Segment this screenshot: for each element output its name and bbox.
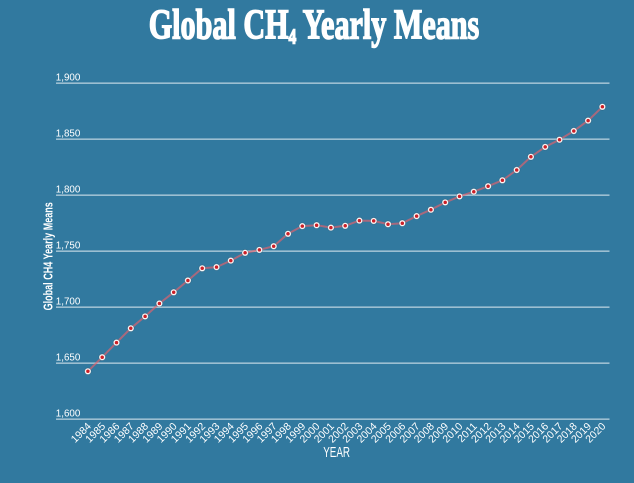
svg-text:Global CH4 Yearly Means: Global CH4 Yearly Means <box>149 1 480 50</box>
svg-text:1,700: 1,700 <box>56 297 81 308</box>
svg-text:1,850: 1,850 <box>56 129 81 140</box>
svg-text:1,900: 1,900 <box>56 73 81 84</box>
svg-text:1,750: 1,750 <box>56 241 81 252</box>
svg-text:1,650: 1,650 <box>56 353 81 364</box>
svg-text:1,800: 1,800 <box>56 185 81 196</box>
svg-text:YEAR: YEAR <box>323 444 350 460</box>
svg-text:Global CH4 Yearly Means: Global CH4 Yearly Means <box>42 202 56 310</box>
svg-text:1,600: 1,600 <box>56 409 81 420</box>
